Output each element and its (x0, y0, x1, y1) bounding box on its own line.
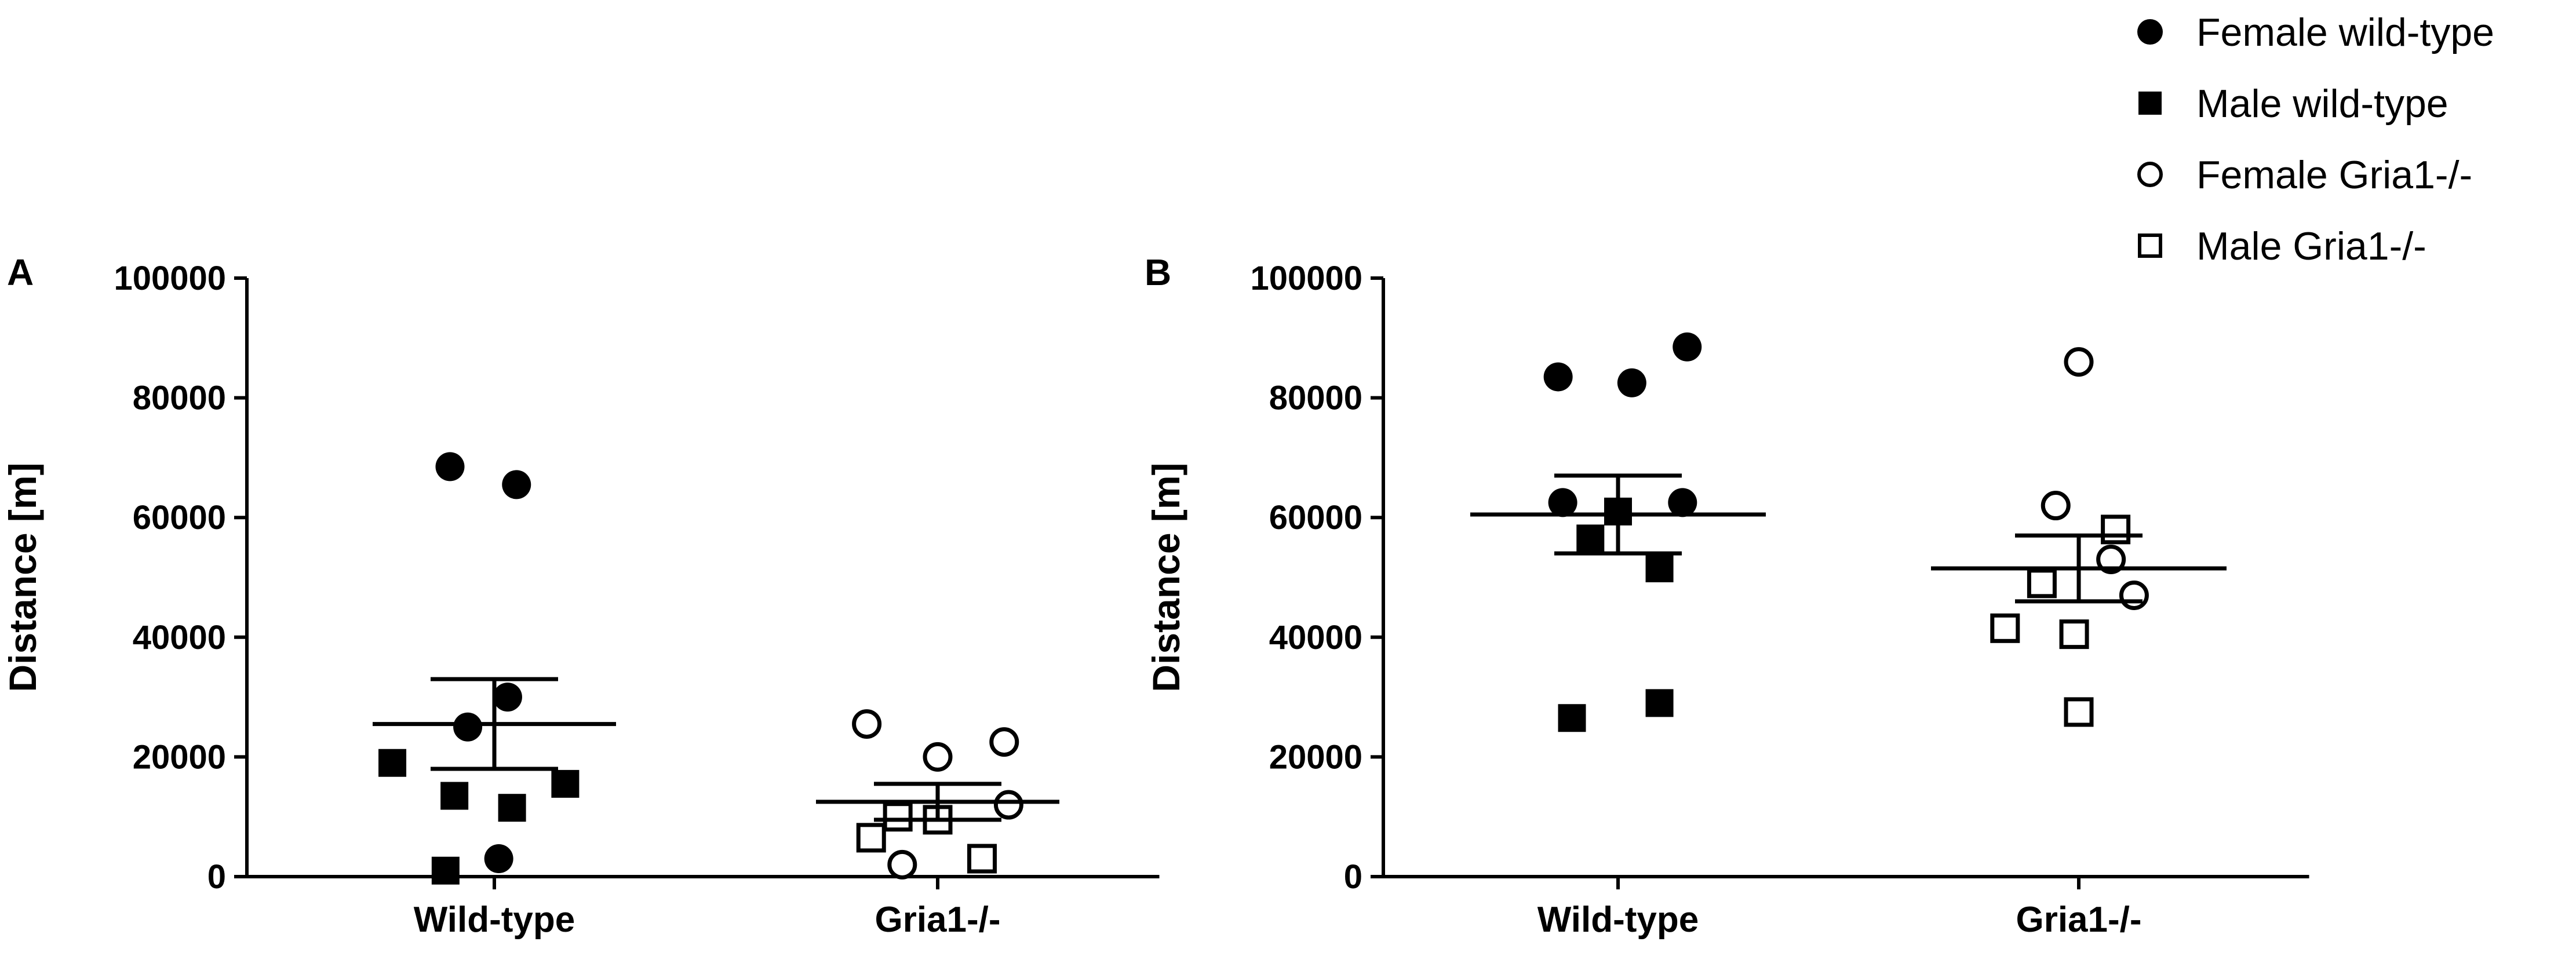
female-gria1-point (852, 709, 882, 739)
female-wild-type-point (1673, 332, 1702, 362)
panel-a: A 0 20000 40000 60000 80000 100000 Wild-type Gri… (1, 251, 1160, 940)
male-gria1-point (1990, 613, 2020, 643)
female-gria1-point (887, 849, 917, 880)
panel-b: B 0 20000 40000 60000 80000 100000 Wild-type Gri… (1145, 251, 2309, 940)
y-tick-label: 100000 (114, 260, 226, 297)
female-wild-type-point (1617, 368, 1646, 397)
male-gria1-point (2064, 697, 2094, 727)
female-gria1-point (2064, 347, 2094, 377)
y-tick-label: 80000 (133, 380, 226, 417)
x-category-label: Wild-type (1537, 900, 1699, 940)
female-wild-type-point (1543, 362, 1573, 392)
y-axis-title: Distance [m] (1145, 462, 1187, 692)
y-tick-label: 100000 (1250, 260, 1362, 297)
legend-label: Male wild-type (2196, 82, 2449, 126)
legend: Female wild-type Male wild-type Female Gri… (2137, 10, 2494, 268)
male-gria1-point (967, 844, 997, 874)
male-gria1-point (2027, 568, 2057, 599)
y-tick-label: 80000 (1269, 380, 1362, 417)
female-gria1-point (993, 790, 1023, 820)
female-wild-type-point (484, 844, 513, 874)
y-tick-label: 60000 (133, 499, 226, 537)
y-tick-label: 40000 (1269, 619, 1362, 656)
male-wild-type-point (1558, 704, 1586, 732)
legend-marker-open-circle (2137, 162, 2163, 187)
female-gria1-point (923, 742, 953, 772)
male-wild-type-point (431, 856, 460, 885)
y-tick-label: 0 (207, 858, 226, 896)
legend-marker-open-square (2138, 233, 2162, 258)
male-gria1-point (856, 823, 886, 853)
male-wild-type-point (1645, 689, 1674, 717)
y-tick-label: 20000 (1269, 738, 1362, 776)
y-tick-label: 60000 (1269, 499, 1362, 537)
male-wild-type-point (1576, 524, 1605, 553)
legend-marker-filled-square (2138, 92, 2162, 115)
legend-label: Male Gria1-/- (2196, 224, 2426, 268)
male-gria1-point (2059, 619, 2089, 650)
legend-label: Female Gria1-/- (2196, 153, 2472, 197)
y-tick-label: 40000 (133, 619, 226, 656)
female-wild-type-point (1548, 488, 1577, 517)
male-wild-type-point (378, 749, 407, 777)
y-tick-label: 20000 (133, 738, 226, 776)
female-gria1-point (2096, 545, 2126, 575)
female-wild-type-point (453, 712, 483, 742)
male-wild-type-point (1645, 554, 1674, 583)
male-gria1-point (2101, 515, 2131, 545)
female-gria1-point (2041, 491, 2071, 521)
female-wild-type-point (435, 452, 465, 481)
x-category-label: Wild-type (414, 900, 575, 940)
female-wild-type-point (502, 470, 531, 499)
y-tick-label: 0 (1344, 858, 1362, 896)
legend-marker-filled-circle (2137, 19, 2163, 45)
panel-letter: B (1145, 251, 1171, 293)
male-wild-type-point (551, 769, 580, 798)
female-wild-type-point (493, 683, 522, 712)
panel-letter: A (7, 251, 34, 293)
male-gria1-point (883, 802, 913, 832)
x-category-label: Gria1-/- (875, 900, 1000, 940)
female-gria1-point (2119, 580, 2149, 610)
y-axis-title: Distance [m] (1, 462, 44, 692)
x-category-label: Gria1-/- (2016, 900, 2141, 940)
male-wild-type-point (498, 794, 526, 822)
female-wild-type-point (1668, 488, 1697, 517)
male-wild-type-point (440, 782, 469, 810)
female-gria1-point (989, 727, 1019, 757)
legend-label: Female wild-type (2196, 10, 2494, 54)
